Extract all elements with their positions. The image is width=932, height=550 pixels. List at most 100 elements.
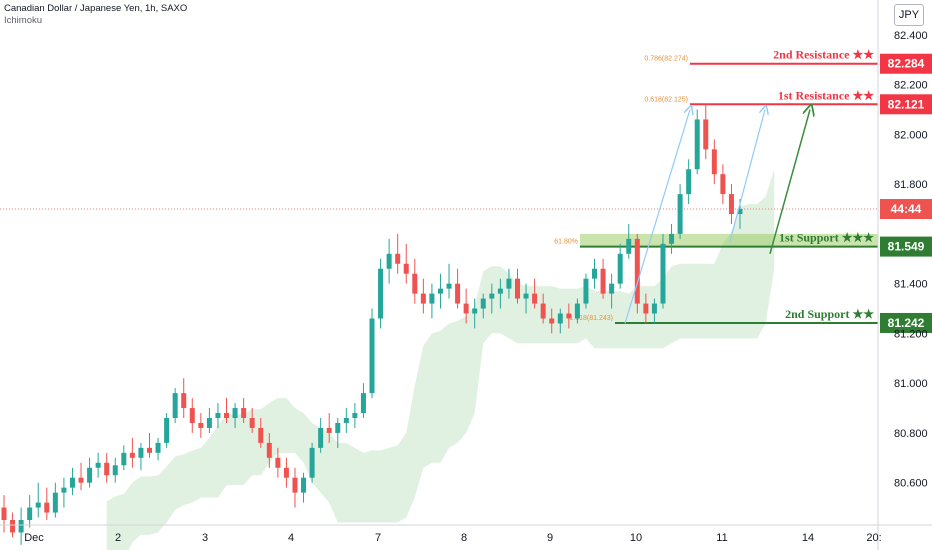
candle-body <box>420 293 426 304</box>
candle-body <box>121 452 127 466</box>
candle-body <box>480 298 486 309</box>
candle-body <box>557 313 563 324</box>
candle-body <box>617 253 623 284</box>
candle-body <box>592 268 598 279</box>
candle-body <box>651 303 657 314</box>
candle-body <box>104 462 110 476</box>
currency-button[interactable]: JPY <box>894 4 924 26</box>
chart-header: Canadian Dollar / Japanese Yen, 1h, SAXO… <box>4 3 187 27</box>
candle-body <box>514 278 520 299</box>
candle-body <box>249 418 255 428</box>
candle-body <box>78 477 84 483</box>
level-price-tag <box>880 236 932 257</box>
time-tick-label: 20: <box>866 532 881 544</box>
level-label: 1st Resistance ★★ <box>778 88 874 102</box>
projection-arrow-blue <box>624 110 690 324</box>
candle-body <box>566 313 572 319</box>
level-price-tag <box>880 312 932 333</box>
candle-body <box>343 418 349 423</box>
level-price-value: 82.121 <box>888 97 925 111</box>
candle-body <box>600 268 606 294</box>
candle-body <box>395 253 401 264</box>
candle-body <box>292 477 298 493</box>
candle-body <box>429 293 435 304</box>
fib-label: 0.786(82.274) <box>644 56 688 63</box>
candle-body <box>309 447 315 478</box>
candle-body <box>129 452 135 458</box>
candle-body <box>232 408 238 418</box>
candle-body <box>643 303 649 314</box>
level-label: 2nd Resistance ★★ <box>773 48 874 62</box>
price-tick-label: 81.800 <box>894 179 928 191</box>
support-zone <box>580 233 878 247</box>
level-price-tag <box>880 94 932 115</box>
time-tick-label: 7 <box>375 532 381 544</box>
cloud-area <box>106 169 775 550</box>
candle-body <box>95 462 101 468</box>
candle-body <box>506 278 512 289</box>
candle-body <box>164 418 170 443</box>
time-tick-label: 10 <box>630 532 642 544</box>
candle-body <box>703 119 709 150</box>
candle-body <box>497 288 503 294</box>
level-price-value: 81.549 <box>888 240 925 254</box>
price-tick-label: 82.200 <box>894 80 928 92</box>
projection-arrows <box>624 110 810 324</box>
price-tick-label: 80.600 <box>894 478 928 490</box>
candle-body <box>489 293 495 299</box>
time-tick-label: 4 <box>288 532 294 544</box>
candle-body <box>352 413 358 418</box>
candle-body <box>181 393 187 409</box>
fib-label: 1.618(81.243) <box>569 315 613 322</box>
candle-body <box>266 442 272 458</box>
level-label: 1st Support ★★★ <box>779 231 874 245</box>
candle-body <box>728 194 734 214</box>
candle-body <box>609 283 615 294</box>
candle-body <box>686 169 692 195</box>
candle-body <box>437 288 443 294</box>
time-tick-label: 3 <box>202 532 208 544</box>
candle-body <box>463 303 469 314</box>
candle-body <box>540 303 546 319</box>
indicator-label: Ichimoku <box>4 15 43 26</box>
candle-body <box>583 278 589 304</box>
symbol-title: Canadian Dollar / Japanese Yen, 1h, SAXO <box>4 3 188 14</box>
candle-body <box>275 457 281 468</box>
time-axis[interactable]: Dec 2 3 4 7 8 9 10 11 14 20: <box>24 532 881 544</box>
time-tick-label: 14 <box>802 532 814 544</box>
time-tick-label: 8 <box>461 532 467 544</box>
candle-body <box>172 393 178 418</box>
candle-body <box>52 492 58 513</box>
time-tick-label: 9 <box>547 532 553 544</box>
price-tick-label: 81.400 <box>894 279 928 291</box>
candle-body <box>61 487 67 493</box>
candle-body <box>694 119 700 170</box>
price-tick-label: 81.000 <box>894 378 928 390</box>
candle-body <box>189 408 195 423</box>
candle-body <box>472 308 478 314</box>
candle-body <box>301 477 307 493</box>
candle-body <box>69 477 75 488</box>
candle-body <box>403 263 409 274</box>
candle-body <box>44 502 50 513</box>
candle-body <box>198 422 204 428</box>
candle-body <box>10 520 16 533</box>
level-price-value: 82.284 <box>888 57 925 71</box>
projection-arrow-green <box>769 110 810 255</box>
time-tick-label: 11 <box>716 532 727 544</box>
candle-body <box>224 413 230 418</box>
ichimoku-cloud <box>106 169 775 550</box>
time-tick-label: 2 <box>115 532 121 544</box>
candle-body <box>155 442 161 453</box>
candle-body <box>27 507 33 520</box>
candle-body <box>258 427 264 443</box>
candle-body <box>1 507 7 520</box>
candle-body <box>378 268 384 319</box>
candle-body <box>326 427 332 433</box>
candle-body <box>523 293 529 299</box>
candle-body <box>241 408 247 418</box>
candle-body <box>18 520 24 533</box>
countdown-tag <box>880 199 932 220</box>
